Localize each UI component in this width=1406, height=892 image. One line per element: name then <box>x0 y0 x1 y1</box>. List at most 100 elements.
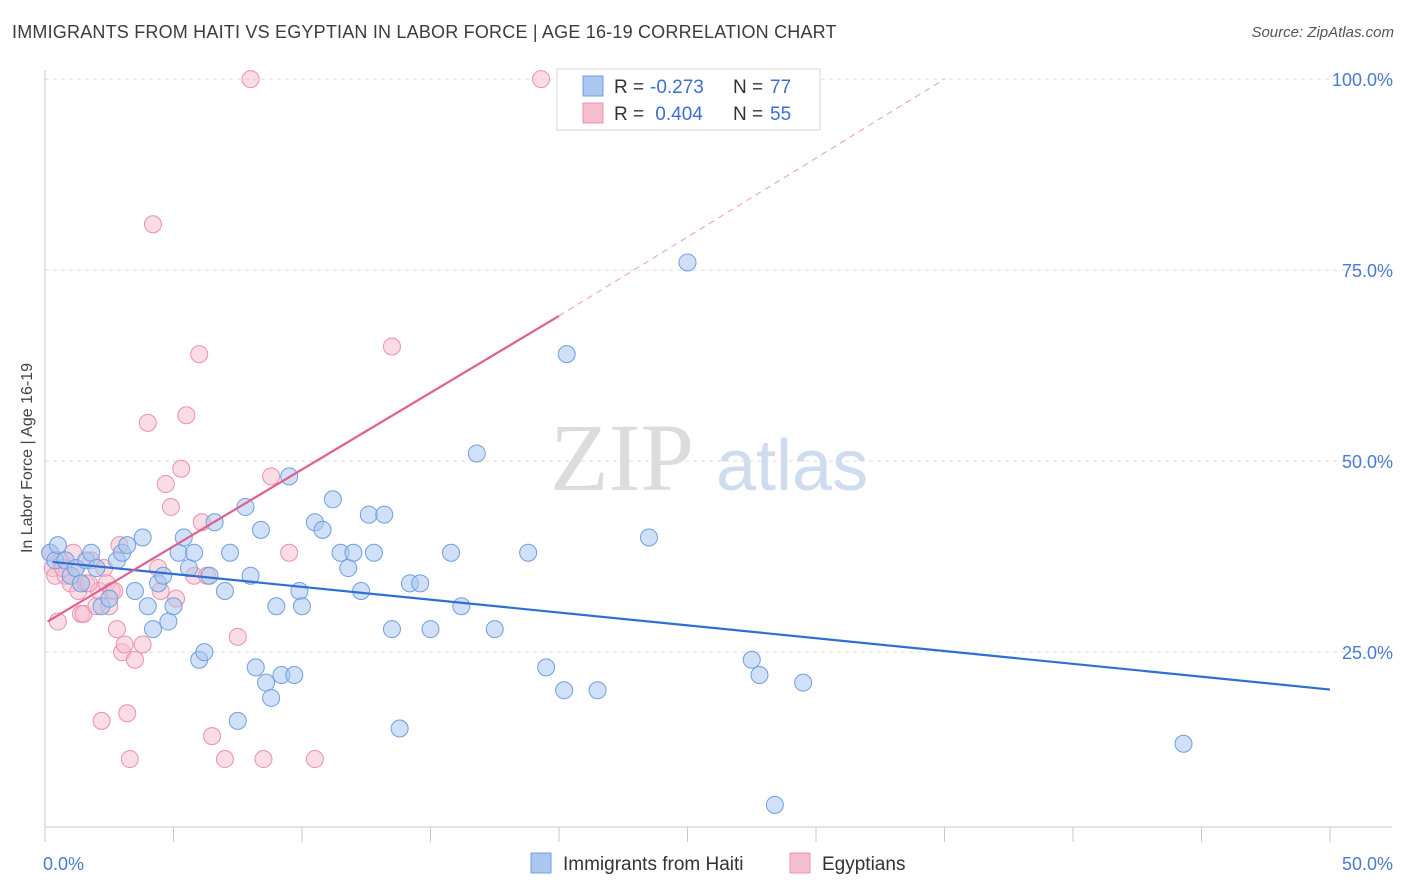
y-tick-labels: 25.0% 50.0% 75.0% 100.0% <box>1332 70 1393 663</box>
haiti-point <box>257 673 276 692</box>
haiti-point <box>390 719 409 738</box>
egyptians-point <box>133 635 152 654</box>
egyptians-point <box>254 750 273 769</box>
chart-title: IMMIGRANTS FROM HAITI VS EGYPTIAN IN LAB… <box>12 22 837 42</box>
egyptians-point <box>241 70 260 89</box>
watermark-atlas: atlas <box>716 426 868 506</box>
haiti-point <box>364 543 383 562</box>
haiti-point <box>215 581 234 600</box>
x-tick-labels: 0.0% 50.0% <box>43 854 1393 874</box>
haiti-point <box>125 581 144 600</box>
stats-n-label-egypt: N = <box>733 104 763 125</box>
gridlines <box>45 78 1392 653</box>
haiti-point <box>246 658 265 677</box>
haiti-point <box>794 673 813 692</box>
egyptians-trend-extension <box>558 78 945 317</box>
haiti-point <box>313 520 332 539</box>
haiti-point <box>82 543 101 562</box>
legend-haiti-label: Immigrants from Haiti <box>563 854 744 875</box>
egyptians-point <box>120 750 139 769</box>
egyptians-point <box>107 620 126 639</box>
haiti-point <box>1174 734 1193 753</box>
series-egyptians <box>41 70 551 769</box>
haiti-point <box>375 505 394 524</box>
haiti-point <box>133 528 152 547</box>
haiti-point <box>750 666 769 685</box>
egyptians-point <box>125 650 144 669</box>
haiti-point <box>48 536 67 555</box>
haiti-trend-line <box>52 560 1331 691</box>
egyptians-point <box>161 497 180 516</box>
haiti-point <box>557 345 576 364</box>
haiti-point <box>262 688 281 707</box>
haiti-point <box>195 643 214 662</box>
haiti-point <box>285 666 304 685</box>
trend-lines <box>47 78 1331 691</box>
watermark-zip: ZIP <box>550 404 694 511</box>
haiti-point <box>555 681 574 700</box>
egyptians-point <box>190 345 209 364</box>
stats-n-value-egypt: 55 <box>770 104 791 125</box>
egyptians-point <box>305 750 324 769</box>
egyptians-point <box>156 475 175 494</box>
haiti-point <box>100 589 119 608</box>
haiti-point <box>251 520 270 539</box>
y-tick-label: 100.0% <box>1332 70 1393 90</box>
y-axis-label: In Labor Force | Age 16-19 <box>19 363 36 553</box>
egyptians-point <box>143 215 162 234</box>
haiti-point <box>742 650 761 669</box>
haiti-point <box>236 497 255 516</box>
egyptians-point <box>92 711 111 730</box>
x-tick-label: 0.0% <box>43 854 84 874</box>
egyptians-point <box>382 337 401 356</box>
haiti-point <box>442 543 461 562</box>
haiti-point <box>452 597 471 616</box>
haiti-point <box>143 620 162 639</box>
y-tick-label: 50.0% <box>1342 452 1393 472</box>
haiti-point <box>467 444 486 463</box>
haiti-point <box>228 711 247 730</box>
haiti-point <box>678 253 697 272</box>
haiti-point <box>421 620 440 639</box>
haiti-point <box>323 490 342 509</box>
y-tick-label: 25.0% <box>1342 643 1393 663</box>
haiti-point <box>154 566 173 585</box>
haiti-point <box>71 574 90 593</box>
stats-n-value-haiti: 77 <box>770 77 791 98</box>
haiti-point <box>765 795 784 814</box>
egyptians-point <box>280 543 299 562</box>
haiti-point <box>87 559 106 578</box>
haiti-point <box>639 528 658 547</box>
axes <box>44 70 1392 842</box>
egyptians-trend-line <box>47 314 560 623</box>
watermark: ZIP atlas <box>550 404 868 511</box>
haiti-point <box>241 566 260 585</box>
egyptians-point <box>172 459 191 478</box>
haiti-point <box>359 505 378 524</box>
haiti-point <box>159 612 178 631</box>
stats-r-value-haiti: -0.273 <box>650 77 704 98</box>
stats-r-label-egypt: R = <box>614 104 644 125</box>
egyptians-point <box>262 467 281 486</box>
haiti-point <box>293 597 311 616</box>
stats-legend: R = -0.273 N = 77 R = 0.404 N = 55 <box>556 68 821 131</box>
egyptians-point <box>203 727 222 746</box>
egyptians-point <box>138 413 157 432</box>
legend-egypt-swatch <box>789 852 811 874</box>
haiti-point <box>118 536 137 555</box>
haiti-point <box>519 543 538 562</box>
haiti-point <box>185 543 204 562</box>
egyptians-point <box>118 704 137 723</box>
stats-r-label-haiti: R = <box>614 77 644 98</box>
haiti-point <box>267 597 286 616</box>
stats-n-label-haiti: N = <box>733 77 763 98</box>
egyptians-point <box>215 750 234 769</box>
legend-egypt-label: Egyptians <box>822 854 905 875</box>
chart-source: Source: ZipAtlas.com <box>1251 24 1394 41</box>
stats-legend-egypt-swatch <box>582 102 604 124</box>
y-tick-label: 75.0% <box>1342 261 1393 281</box>
egyptians-point <box>177 406 196 425</box>
legend-haiti-swatch <box>530 852 552 874</box>
egyptians-point <box>115 635 134 654</box>
